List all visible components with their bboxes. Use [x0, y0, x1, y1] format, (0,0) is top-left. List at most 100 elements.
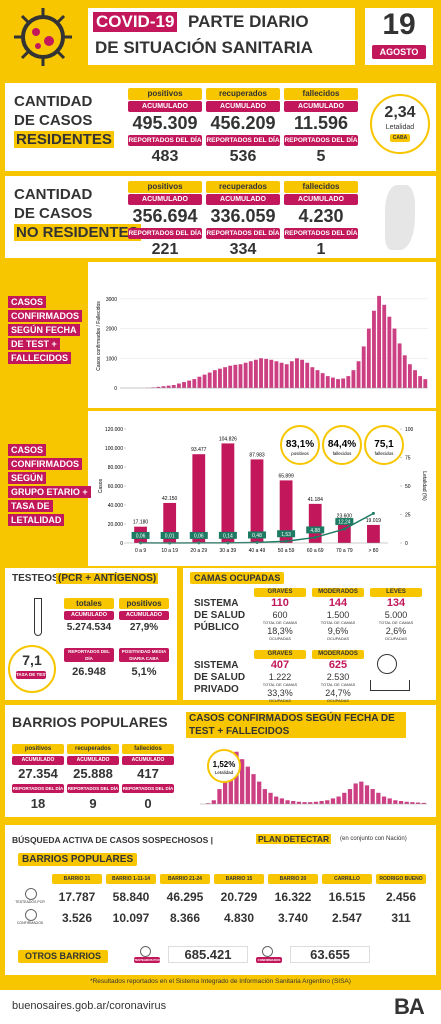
y-axis-label: Casos confirmados / Fallecidos — [96, 301, 102, 371]
bar — [192, 454, 206, 543]
camas-pct-label: OCUPADAS — [326, 698, 350, 703]
y-tick-label: 1000 — [106, 356, 117, 362]
bar — [264, 358, 269, 388]
camas-label: DE SALUD — [194, 672, 246, 683]
chart-label: TASA DE — [8, 500, 53, 512]
day-label: REPORTADOS DEL DÍA — [284, 135, 358, 146]
day-value: 483 — [151, 148, 179, 165]
day-label: POSITIVIDAD MEDIA DIARIA CABA — [119, 648, 169, 662]
bar — [296, 801, 302, 804]
barrio-value: 10.097 — [112, 911, 150, 925]
bar — [243, 362, 248, 388]
testeos-header: positivos — [119, 598, 169, 609]
chart-label: CASOS — [8, 444, 47, 456]
acc-value: 336.059 — [210, 206, 276, 226]
bar-value-label: 19.019 — [366, 518, 382, 524]
bar — [387, 316, 392, 388]
bar — [319, 801, 324, 804]
bar-value-label: 42.150 — [162, 496, 178, 502]
bar — [341, 378, 346, 388]
lethality-point — [284, 539, 288, 543]
bar — [295, 358, 299, 388]
day-label: REPORTADOS DEL DÍA — [206, 135, 280, 146]
bar — [212, 370, 217, 388]
bar — [370, 789, 375, 804]
bar — [223, 367, 228, 388]
barrio-value: 3.526 — [61, 911, 93, 925]
bar — [268, 792, 273, 804]
acc-label: ACUMULADO — [122, 756, 174, 765]
camas-total-label: TOTAL DE CAMAS — [320, 682, 356, 687]
bar — [351, 370, 356, 388]
lethality-label: 0,14 — [223, 533, 233, 539]
barrio-value: 46.295 — [166, 890, 204, 904]
y-tick-label: 0 — [114, 386, 117, 392]
title-line: PARTE DIARIO — [188, 12, 309, 31]
bar — [310, 367, 315, 388]
acc-label: ACUMULADO — [67, 756, 119, 765]
x-tick-label: 60 a 69 — [307, 548, 324, 554]
otros-row-label: CONFIRMADOS — [256, 957, 282, 963]
day-value: 18 — [30, 796, 46, 811]
x-tick-label: 30 a 39 — [220, 548, 237, 554]
camas-col-header: GRAVES — [254, 650, 306, 659]
camas-total-label: TOTAL DE CAMAS — [378, 620, 414, 625]
bar — [361, 346, 366, 388]
panel-label: RESIDENTES — [14, 131, 114, 148]
bar — [156, 386, 161, 388]
acc-value: 495.309 — [132, 113, 198, 133]
annotation-value: 75,1 — [374, 439, 394, 450]
column-header: recuperados — [206, 181, 280, 193]
bar — [205, 803, 211, 804]
panel-label: CANTIDAD — [14, 93, 93, 110]
day-value: 536 — [229, 148, 257, 165]
acc-value: 417 — [137, 766, 159, 781]
bar — [402, 355, 407, 388]
camas-col-header: MODERADOS — [312, 588, 364, 597]
otros-value: 685.421 — [168, 946, 248, 963]
chart-label: DE TEST + — [8, 338, 60, 350]
bar — [240, 759, 245, 804]
acc-label: ACUMULADO — [284, 194, 358, 205]
row-icon — [25, 909, 37, 921]
lethality-label: 12,24 — [338, 520, 351, 526]
barrio-value: 8.366 — [169, 911, 201, 925]
bar — [300, 359, 305, 388]
bar — [423, 379, 428, 388]
bar — [248, 361, 253, 388]
lethality-label: 0,48 — [252, 533, 262, 539]
bar — [418, 376, 423, 388]
y-tick-label: 40.000 — [108, 503, 124, 509]
chart-label: CONFIRMADOS — [8, 310, 82, 322]
lethality-label: 1,53 — [281, 532, 291, 538]
lethality-point — [313, 535, 317, 539]
bar — [397, 343, 402, 388]
barrio-value: 17.787 — [58, 890, 96, 904]
letalidad-label: Letalidad — [385, 124, 415, 131]
bar — [407, 364, 412, 388]
barrios-chart-title: CASOS CONFIRMADOS SEGÚN FECHA DE TEST + … — [186, 712, 406, 738]
barrio-value: 20.729 — [220, 890, 258, 904]
annotation-label: Letalidad — [215, 770, 234, 775]
bar — [387, 798, 392, 804]
lethality-label: 0,06 — [194, 533, 204, 539]
bar — [262, 789, 267, 804]
camas-total: 1.222 — [268, 672, 292, 682]
bar — [285, 800, 290, 804]
bar — [377, 295, 382, 388]
lethality-label-bg — [218, 531, 237, 539]
row-label: CONFIRMADOS — [16, 921, 44, 925]
acc-value: 27.354 — [18, 766, 58, 781]
lethality-label-bg — [189, 531, 208, 539]
barrio-header: BARRIO 31 — [52, 874, 102, 884]
day-label: REPORTADOS DEL DÍA — [284, 228, 358, 239]
bar-value-label: 23.600 — [337, 514, 353, 520]
acc-label: ACUMULADO — [284, 101, 358, 112]
y-axis-label: Casos — [98, 478, 104, 493]
x-tick-label: 20 a 29 — [190, 548, 207, 554]
otros-icon — [140, 946, 151, 957]
camas-pct: 33,3% — [267, 688, 293, 698]
y2-tick-label: 75 — [405, 456, 411, 462]
bar — [253, 359, 258, 388]
